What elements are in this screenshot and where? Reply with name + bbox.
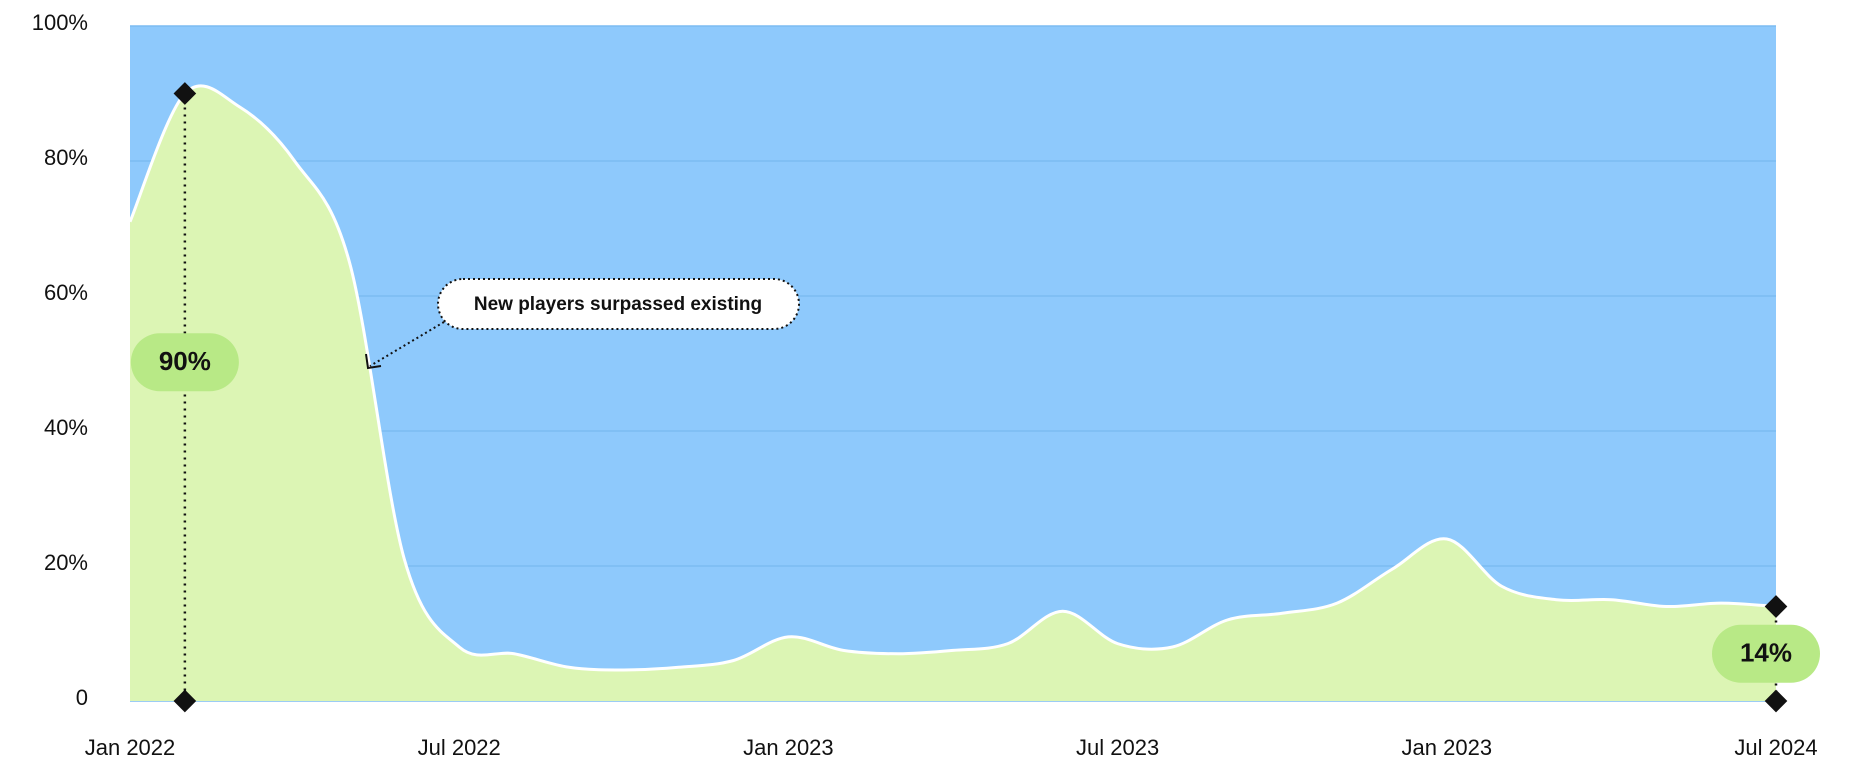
y-tick-label: 40% — [44, 415, 88, 440]
marker — [1764, 595, 1788, 618]
area-bottom — [130, 85, 1776, 702]
value-badge — [130, 333, 239, 392]
value-label: 90% — [159, 346, 211, 376]
annotation-box — [437, 278, 800, 330]
x-tick-label: Jan 2023 — [1402, 735, 1493, 760]
x-tick-label: Jan 2022 — [85, 735, 176, 760]
marker — [1764, 689, 1788, 713]
y-tick-label: 80% — [44, 145, 88, 170]
annotation-arrowhead — [365, 353, 382, 370]
x-tick-label: Jul 2024 — [1734, 735, 1817, 760]
annotation-arrow — [369, 321, 445, 367]
area-top — [130, 26, 1776, 670]
y-tick-label: 0 — [76, 685, 88, 710]
x-tick-label: Jul 2023 — [1076, 735, 1159, 760]
area-outline — [128, 84, 1777, 672]
y-tick-label: 100% — [32, 10, 88, 35]
marker — [173, 82, 197, 105]
value-badge — [1712, 624, 1820, 683]
y-tick-label: 60% — [44, 280, 88, 305]
x-tick-label: Jul 2022 — [418, 735, 501, 760]
value-label: 14% — [1740, 638, 1792, 668]
x-tick-label: Jan 2023 — [743, 735, 834, 760]
y-tick-label: 20% — [44, 550, 88, 575]
annotation: New players surpassed existing — [474, 294, 762, 315]
